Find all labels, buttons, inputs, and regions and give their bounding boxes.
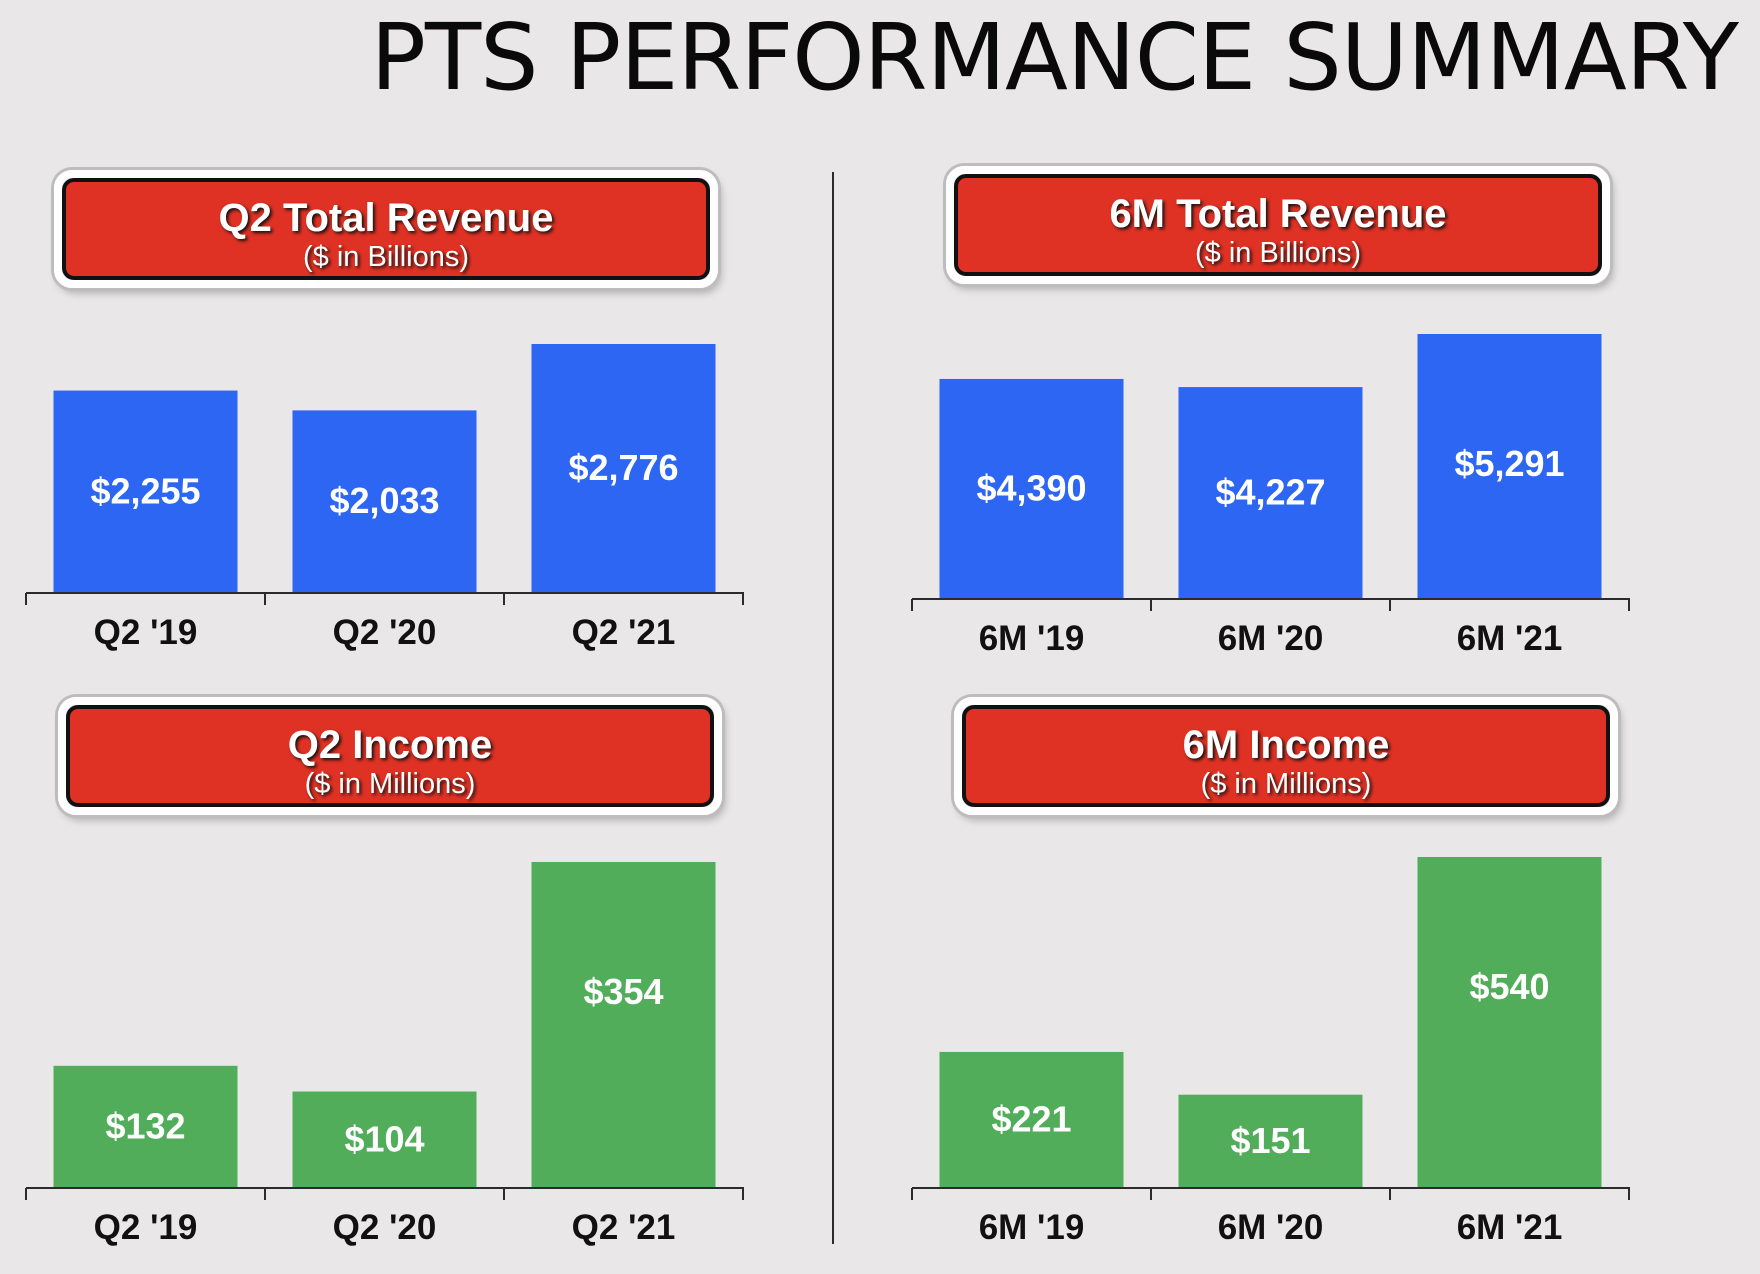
category-label: 6M '20 [1218,1208,1324,1247]
category-label: Q2 '19 [94,1208,198,1247]
bar-plot-6m-revenue: $4,390 6M '19 $4,227 6M '20 $5,291 6M '21 [911,334,1630,658]
center-divider [832,172,834,1244]
bar-value-label: $2,033 [329,480,439,521]
chart-title: 6M Income [1182,723,1390,767]
bar-value-label: $104 [344,1118,424,1159]
bar-1 [939,1051,1124,1187]
chart-banner-inner: Q2 Income ($ in Millions) [66,705,714,807]
chart-subtitle: ($ in Millions) [1200,768,1372,800]
chart-panel-q2-revenue: Q2 Total Revenue ($ in Billions) $2,255 Q2 … [25,170,806,690]
bar-plot-q2-income: $132 Q2 '19 $104 Q2 '20 $354 Q2 '21 [25,862,744,1247]
chart-panel-q2-income: Q2 Income ($ in Millions) $132 Q2 '19 $104 Q2… [25,697,806,1247]
bar-2 [292,410,477,592]
bar-plot-6m-income: $221 6M '19 $151 6M '20 $540 6M '21 [911,857,1630,1247]
bar-value-label: $2,776 [568,447,678,488]
bar-value-label: $151 [1230,1120,1310,1161]
bar-3 [1417,334,1602,598]
chart-banner-inner: 6M Total Revenue ($ in Billions) [954,174,1602,276]
chart-subtitle: ($ in Millions) [304,768,476,800]
bar-1 [939,378,1124,598]
chart-subtitle: ($ in Billions) [1195,237,1361,269]
bar-1 [53,390,238,592]
bar-2 [1178,387,1363,598]
bar-1 [53,1065,238,1187]
bar-3 [531,344,716,592]
bar-3 [1417,857,1602,1187]
chart-panel-6m-income: 6M Income ($ in Millions) $221 6M '19 $151 6M… [911,697,1692,1247]
chart-banner-6m-income: 6M Income ($ in Millions) [954,697,1618,815]
bar-value-label: $5,291 [1454,443,1564,484]
chart-banner-inner: 6M Income ($ in Millions) [962,705,1610,807]
category-label: 6M '19 [979,1208,1085,1247]
bar-2 [292,1091,477,1187]
category-label: Q2 '20 [333,1208,437,1247]
chart-banner-6m-revenue: 6M Total Revenue ($ in Billions) [946,166,1610,284]
bar-value-label: $221 [991,1098,1071,1139]
chart-subtitle: ($ in Billions) [303,241,469,273]
category-label: Q2 '19 [94,613,198,652]
category-label: 6M '21 [1457,619,1563,658]
bar-3 [531,862,716,1187]
page-title: PTS PERFORMANCE SUMMARY [370,4,1739,111]
chart-title: Q2 Income [287,723,493,767]
category-label: 6M '21 [1457,1208,1563,1247]
chart-title: 6M Total Revenue [1109,192,1447,236]
category-label: Q2 '20 [333,613,437,652]
chart-banner-inner: Q2 Total Revenue ($ in Billions) [62,178,710,280]
category-label: 6M '20 [1218,619,1324,658]
bar-value-label: $4,227 [1215,472,1325,513]
bar-2 [1178,1094,1363,1187]
bar-value-label: $4,390 [976,467,1086,508]
bar-value-label: $2,255 [90,470,200,511]
bar-value-label: $354 [583,971,663,1012]
chart-panel-6m-revenue: 6M Total Revenue ($ in Billions) $4,390 6M … [911,166,1692,686]
bar-value-label: $540 [1469,966,1549,1007]
chart-title: Q2 Total Revenue [218,196,554,240]
bar-plot-q2-revenue: $2,255 Q2 '19 $2,033 Q2 '20 $2,776 Q2 '21 [25,344,744,652]
category-label: Q2 '21 [572,1208,676,1247]
bar-value-label: $132 [105,1105,185,1146]
chart-banner-q2-income: Q2 Income ($ in Millions) [58,697,722,815]
chart-banner-q2-revenue: Q2 Total Revenue ($ in Billions) [54,170,718,288]
category-label: Q2 '21 [572,613,676,652]
category-label: 6M '19 [979,619,1085,658]
